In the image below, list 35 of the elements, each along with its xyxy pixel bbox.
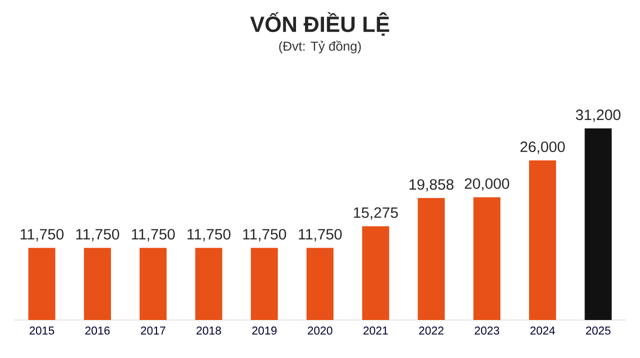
data-label: 20,000 xyxy=(464,178,510,191)
bar xyxy=(362,226,390,320)
data-label: 31,200 xyxy=(576,110,620,122)
data-label: 11,750 xyxy=(132,228,175,242)
x-tick-label: 2024 xyxy=(530,326,555,335)
x-tick-label: 2016 xyxy=(85,326,110,335)
chart-subtitle: (Đvt: Tỷ đồng) xyxy=(279,40,361,54)
data-label: 11,750 xyxy=(76,228,120,242)
chart-title: VỐN ĐIỀU LỆ xyxy=(250,12,390,36)
x-tick-label: 2019 xyxy=(252,326,277,335)
x-tick-label: 2025 xyxy=(586,326,610,335)
data-label: 19,858 xyxy=(410,179,454,192)
x-tick-label: 2015 xyxy=(30,326,54,335)
bar xyxy=(84,248,111,320)
data-label: 11,750 xyxy=(298,228,342,242)
x-tick-label: 2022 xyxy=(419,326,444,335)
data-label: 26,000 xyxy=(520,141,565,154)
x-tick-label: 2017 xyxy=(140,326,166,335)
bar xyxy=(473,197,500,320)
data-label: 11,750 xyxy=(243,228,286,242)
x-tick-label: 2023 xyxy=(474,326,500,335)
x-tick-label: 2018 xyxy=(196,326,221,335)
bar xyxy=(195,248,222,320)
x-tick-label: 2020 xyxy=(308,326,332,335)
bar xyxy=(250,248,278,320)
bar xyxy=(529,160,556,320)
bar xyxy=(584,128,612,320)
bar xyxy=(418,198,445,320)
data-label: 15,275 xyxy=(354,207,398,220)
bar xyxy=(306,248,334,320)
bar xyxy=(140,248,167,320)
x-tick-label: 2021 xyxy=(363,326,388,335)
data-label: 11,750 xyxy=(188,228,230,242)
bar xyxy=(28,248,56,320)
data-label: 11,750 xyxy=(20,228,64,242)
